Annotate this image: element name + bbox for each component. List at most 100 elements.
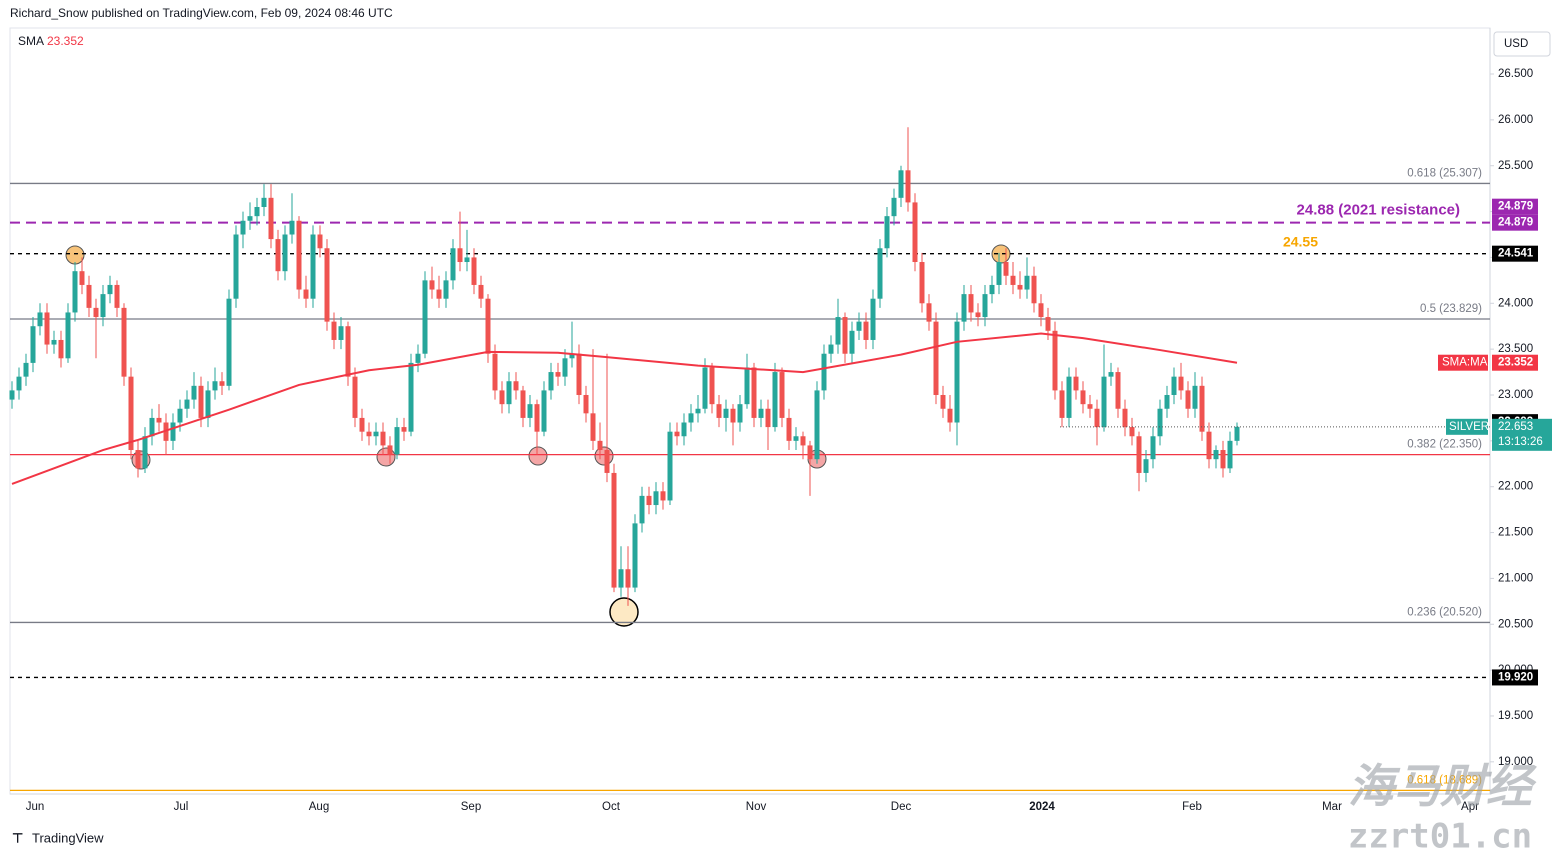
candle-body (247, 216, 253, 221)
x-tick-label: Oct (602, 801, 621, 813)
candle-body (254, 206, 260, 217)
candle-body (1213, 450, 1219, 460)
candle-body (891, 197, 897, 217)
marker (528, 446, 548, 466)
candle-body (961, 294, 967, 322)
sma-tag: 23.352 (1498, 357, 1533, 369)
candle-body (191, 385, 197, 400)
candle-body (457, 248, 463, 263)
x-tick-label: Dec (891, 801, 912, 813)
indicator-name: SMA (18, 34, 44, 48)
candle-body (128, 376, 134, 451)
candle-body (86, 284, 92, 308)
candle-body (506, 381, 512, 405)
candle-body (513, 381, 519, 391)
candle-body (464, 257, 470, 263)
candle-body (800, 436, 806, 446)
symbol: SILVER (1449, 421, 1489, 433)
level-label: 0.618 (25.307) (1407, 167, 1482, 179)
candle-body (1115, 372, 1121, 409)
sma-line (11, 332, 1238, 485)
y-tick-label: 19.000 (1498, 756, 1533, 768)
candle-body (975, 312, 981, 318)
candle-body (1234, 426, 1240, 441)
candle-body (947, 408, 953, 423)
level-label: 0.5 (23.829) (1420, 303, 1482, 315)
candle-body (884, 216, 890, 249)
candle-body (100, 294, 106, 318)
candle-body (618, 569, 624, 588)
candle-body (954, 321, 960, 423)
candle-body (226, 298, 232, 386)
candle-body (233, 234, 239, 299)
candle-body (72, 271, 78, 313)
candle-body (1024, 275, 1030, 290)
candle-body (450, 248, 456, 281)
candle-body (345, 326, 351, 377)
candle-body (688, 413, 694, 423)
brand-logo: ⊤ (12, 830, 23, 845)
candle-body (324, 248, 330, 322)
candle-body (338, 326, 344, 340)
candle-body (499, 390, 505, 405)
x-tick-label: Apr (1461, 801, 1479, 813)
y-tick-label: 25.500 (1498, 160, 1533, 172)
marker (609, 597, 639, 627)
candle-body (912, 202, 918, 263)
candle-body (296, 220, 302, 290)
price-tag: 19.920 (1498, 671, 1533, 683)
candle-body (821, 353, 827, 391)
candle-body (527, 404, 533, 418)
candle-body (1185, 390, 1191, 409)
x-tick-label: Jul (174, 801, 189, 813)
candle-body (730, 408, 736, 423)
currency-box[interactable] (1493, 31, 1551, 57)
candle-body (520, 390, 526, 418)
candle-body (681, 422, 687, 437)
x-tick-label: Aug (309, 801, 329, 813)
candle-body (611, 472, 617, 588)
candle-body (709, 367, 715, 405)
candle-body (135, 450, 141, 469)
x-tick-label: Sep (461, 801, 481, 813)
candle-body (667, 431, 673, 501)
price-tag-bg (1492, 198, 1538, 215)
y-tick-label: 24.000 (1498, 297, 1533, 309)
candle-body (422, 280, 428, 354)
y-tick-label: 21.000 (1498, 572, 1533, 584)
candle-body (331, 321, 337, 340)
price-tag-bg (1492, 669, 1538, 686)
brand: TradingView (32, 830, 104, 845)
candle-body (366, 431, 372, 437)
candle-body (1192, 385, 1198, 409)
candle-body (996, 262, 1002, 285)
candle-body (793, 436, 799, 441)
candle-body (373, 431, 379, 437)
candle-body (968, 294, 974, 313)
candle-body (1052, 330, 1058, 391)
candle-body (44, 312, 50, 345)
candle-body (1143, 459, 1149, 473)
header: Richard_Snow published on TradingView.co… (10, 6, 393, 20)
currency: USD (1504, 38, 1528, 50)
annotation: 24.55 (1283, 234, 1318, 250)
candle-body (569, 353, 575, 359)
candle-body (919, 262, 925, 304)
candle-body (310, 234, 316, 299)
candle-body (1164, 394, 1170, 409)
candle-body (1087, 404, 1093, 409)
candle-body (548, 372, 554, 391)
candle-body (408, 362, 414, 432)
candle-body (436, 289, 442, 299)
indicator-value: 23.352 (47, 34, 84, 48)
candle-body (765, 408, 771, 428)
candle-body (1122, 408, 1128, 428)
candle-body (303, 289, 309, 299)
candle-body (23, 362, 29, 377)
candle-body (16, 376, 22, 391)
y-tick-label: 23.500 (1498, 343, 1533, 355)
candle-body (163, 422, 169, 441)
candle-body (1136, 436, 1142, 473)
